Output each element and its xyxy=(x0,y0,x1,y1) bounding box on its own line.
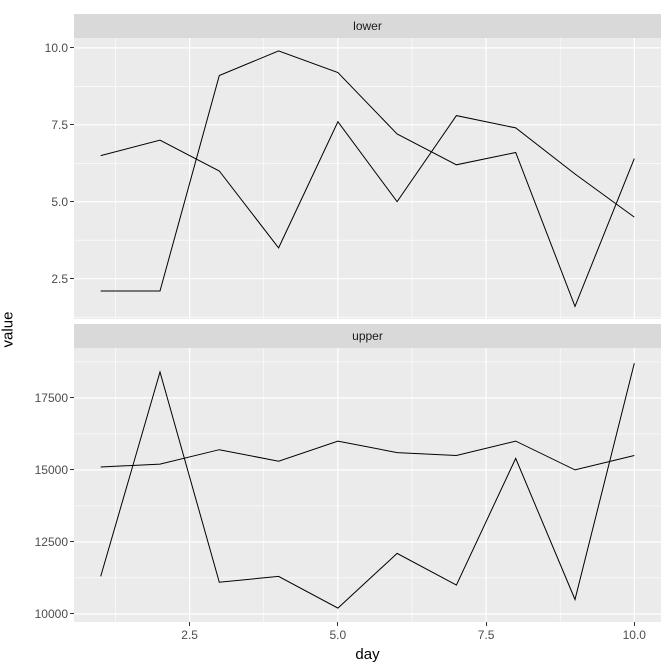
y-axis-tick-mark xyxy=(70,541,74,543)
data-line-lower-a xyxy=(100,115,635,249)
y-axis-tick-mark xyxy=(70,278,74,280)
x-tick-label: 5.0 xyxy=(329,628,347,642)
data-line-upper-a xyxy=(100,440,635,471)
x-axis-tick-mark xyxy=(337,622,339,626)
panel-lower xyxy=(74,38,661,319)
y-axis-tick-mark xyxy=(70,397,74,399)
y-tick-label: 7.5 xyxy=(51,117,68,132)
y-tick-label: 5.0 xyxy=(51,194,68,209)
y-tick-label: 12500 xyxy=(34,534,68,549)
panel-upper-plot xyxy=(74,348,661,622)
panel-lower-plot xyxy=(74,38,661,319)
y-axis-tick-mark xyxy=(70,469,74,471)
y-tick-label: 15000 xyxy=(34,462,68,477)
facet-strip-lower: lower xyxy=(74,14,661,38)
x-axis-tick-mark xyxy=(633,622,635,626)
y-tick-label: 2.5 xyxy=(51,271,68,286)
y-axis-tick-mark xyxy=(70,201,74,203)
x-axis-tick-mark xyxy=(189,622,191,626)
y-tick-label: 10000 xyxy=(34,606,68,621)
facet-strip-lower-label: lower xyxy=(353,19,382,33)
y-axis-tick-mark xyxy=(70,613,74,615)
panel-upper xyxy=(74,348,661,622)
x-tick-label: 7.5 xyxy=(477,628,495,642)
data-line-upper-b xyxy=(100,363,635,609)
y-axis-tick-mark xyxy=(70,124,74,126)
facet-strip-upper-label: upper xyxy=(352,329,383,343)
x-tick-label: 2.5 xyxy=(181,628,198,642)
y-axis-title: value xyxy=(0,311,17,348)
y-axis-tick-mark xyxy=(70,47,74,49)
y-tick-label: 17500 xyxy=(34,390,68,405)
x-axis-tick-mark xyxy=(485,622,487,626)
y-tick-label: 10.0 xyxy=(44,40,68,55)
facet-strip-upper: upper xyxy=(74,324,661,348)
x-axis-title: day xyxy=(355,646,380,663)
data-line-lower-b xyxy=(100,50,635,308)
x-tick-label: 10.0 xyxy=(622,628,646,642)
